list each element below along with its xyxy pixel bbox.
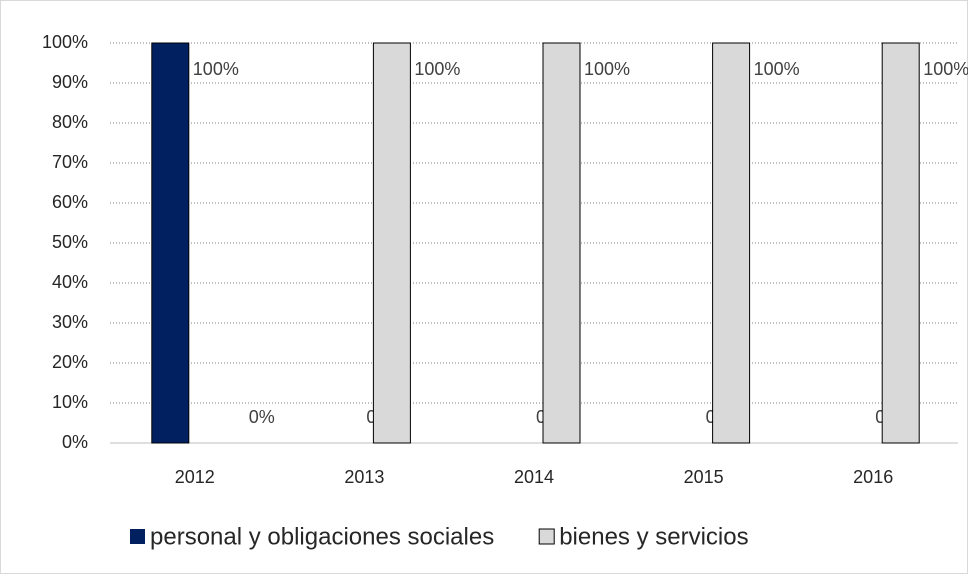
bar [712, 42, 751, 444]
data-label: 100% [414, 59, 460, 79]
y-tick-label: 70% [52, 152, 88, 172]
bar [151, 42, 190, 444]
data-label: 100% [754, 59, 800, 79]
y-tick-label: 20% [52, 352, 88, 372]
y-tick-label: 10% [52, 392, 88, 412]
data-label: 100% [923, 59, 968, 79]
data-label: 100% [193, 59, 239, 79]
y-tick-label: 100% [42, 32, 88, 52]
x-tick-label: 2013 [344, 467, 384, 487]
x-tick-label: 2015 [684, 467, 724, 487]
legend-swatch [130, 529, 145, 544]
data-label: 100% [584, 59, 630, 79]
y-tick-label: 50% [52, 232, 88, 252]
y-tick-label: 60% [52, 192, 88, 212]
x-tick-label: 2016 [853, 467, 893, 487]
bar [881, 42, 920, 444]
legend-label: bienes y servicios [559, 523, 748, 550]
y-tick-label: 30% [52, 312, 88, 332]
bar [542, 42, 581, 444]
y-tick-label: 90% [52, 72, 88, 92]
data-label: 0% [249, 407, 275, 427]
legend-label: personal y obligaciones sociales [150, 523, 494, 550]
y-tick-label: 40% [52, 272, 88, 292]
y-tick-label: 80% [52, 112, 88, 132]
legend-swatch [538, 528, 555, 545]
x-tick-label: 2012 [175, 467, 215, 487]
y-tick-label: 0% [62, 432, 88, 452]
bar [372, 42, 411, 444]
x-tick-label: 2014 [514, 467, 554, 487]
